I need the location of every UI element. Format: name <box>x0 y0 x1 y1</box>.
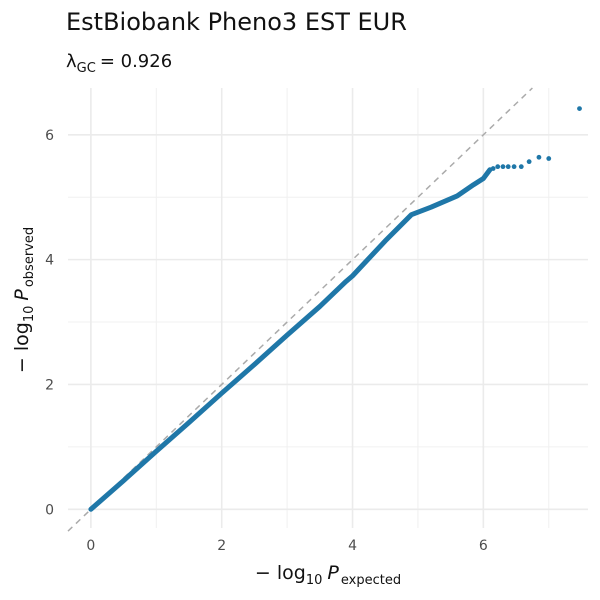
grid-minor <box>68 88 588 528</box>
data-point <box>500 164 506 170</box>
reference-line <box>67 87 533 532</box>
y-axis-ticks: 0 2 4 6 <box>45 128 54 518</box>
x-axis-ticks: 0 2 4 6 <box>86 538 487 554</box>
data-point <box>536 154 542 160</box>
grid-major <box>68 88 588 528</box>
dense-points-band <box>88 167 493 512</box>
y-tick-label: 4 <box>45 253 54 269</box>
y-tick-label: 6 <box>45 128 54 144</box>
reference-line-group <box>67 87 533 532</box>
data-point <box>490 166 496 171</box>
x-tick-label: 4 <box>348 538 357 554</box>
x-tick-label: 0 <box>86 538 95 554</box>
y-axis-title: − log10Pobserved <box>11 227 37 373</box>
x-tick-label: 2 <box>217 538 226 554</box>
lambda-subscript: GC <box>77 61 96 76</box>
lambda-value: = 0.926 <box>100 51 172 72</box>
chart-subtitle: λGC = 0.926 <box>66 51 172 76</box>
data-point <box>546 156 552 161</box>
y-tick-label: 0 <box>45 502 54 518</box>
y-tick-label: 2 <box>45 377 54 393</box>
data-point <box>495 164 501 170</box>
x-tick-label: 6 <box>479 538 488 554</box>
data-point <box>526 159 532 165</box>
chart-title: EstBiobank Pheno3 EST EUR <box>66 8 407 36</box>
data-point <box>511 164 517 170</box>
data-points <box>88 106 582 512</box>
data-point <box>505 164 511 170</box>
data-point <box>577 106 582 111</box>
data-point <box>518 164 524 170</box>
